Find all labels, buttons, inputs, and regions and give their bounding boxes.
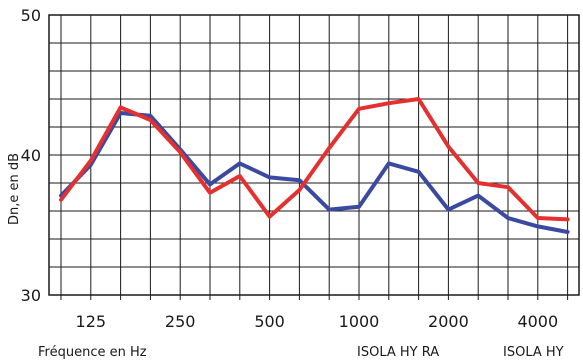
x-tick-label: 1000 xyxy=(339,312,380,331)
x-tick-label: 125 xyxy=(76,312,107,331)
x-tick-label: 2000 xyxy=(428,312,469,331)
x-tick-label: 4000 xyxy=(517,312,558,331)
grid xyxy=(49,15,579,300)
y-tick-label: 30 xyxy=(21,286,41,305)
x-axis-label: Fréquence en Hz xyxy=(38,345,147,360)
y-axis-label: Dn,e en dB xyxy=(7,153,22,225)
legend-entry-isola-hy: ISOLA HY xyxy=(503,345,564,360)
series-line-isola-hy-ra xyxy=(59,97,570,222)
y-tick-label: 50 xyxy=(21,6,41,25)
y-tick-labels: 30 40 50 xyxy=(21,6,41,305)
series-layer xyxy=(59,97,570,234)
x-tick-labels: 125 250 500 1000 2000 4000 xyxy=(76,312,559,331)
plot-frame xyxy=(48,14,580,296)
x-tick-label: 250 xyxy=(165,312,196,331)
y-tick-label: 40 xyxy=(21,146,41,165)
series-line-isola-hy xyxy=(59,111,570,234)
legend-entry-isola-hy-ra: ISOLA HY RA xyxy=(357,345,439,360)
x-tick-label: 500 xyxy=(254,312,285,331)
